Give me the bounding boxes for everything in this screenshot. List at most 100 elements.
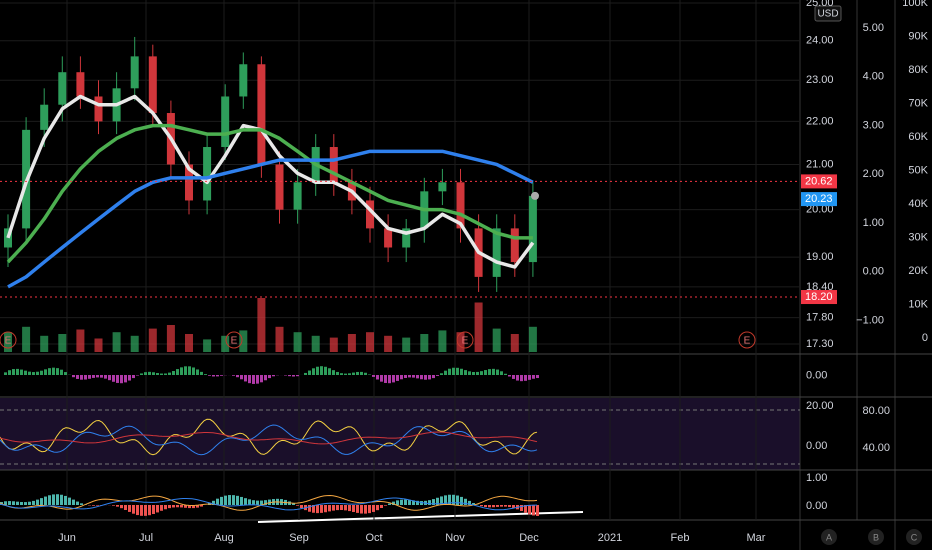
histogram-bar [372, 505, 375, 512]
x-tick-label: Sep [289, 532, 309, 544]
histogram-bar [272, 375, 275, 377]
volume-tick-label: 50K [908, 164, 928, 176]
y2-tick-label: 1.00 [863, 217, 884, 229]
histogram-bar [100, 375, 103, 378]
histogram-bar [76, 501, 79, 505]
earnings-marker [225, 331, 243, 349]
histogram-bar [444, 495, 447, 505]
x-tick-label: Aug [214, 532, 234, 544]
histogram-bar [344, 373, 347, 375]
volume-tick-label: 70K [908, 97, 928, 109]
histogram-bar [308, 370, 311, 375]
histogram-bar [148, 505, 151, 516]
histogram-bar [392, 501, 395, 505]
histogram-bar [260, 375, 263, 383]
candle-body [528, 195, 537, 263]
x-tick-label: Feb [671, 532, 690, 544]
histogram-bar [136, 505, 139, 516]
histogram-bar [12, 369, 15, 375]
histogram-bar [32, 372, 35, 375]
volume-tick-label: 60K [908, 131, 928, 143]
histogram-bar [144, 505, 147, 516]
histogram-bar [180, 367, 183, 375]
oscillator-line [0, 418, 538, 456]
currency: USD [817, 9, 838, 20]
histogram-bar [12, 501, 15, 505]
histogram-bar [488, 369, 491, 375]
volume-bar [275, 326, 284, 352]
histogram-bar [408, 375, 411, 378]
histogram-bar [268, 375, 271, 379]
histogram-bar [168, 372, 171, 375]
candle-body [510, 228, 519, 263]
histogram-bar [352, 372, 355, 375]
button[interactable] [821, 529, 837, 545]
histogram-bar [112, 505, 115, 506]
histogram-bar [172, 371, 175, 375]
button[interactable] [868, 529, 884, 545]
histogram-bar [340, 505, 343, 511]
price-level-label: 20.23 [805, 193, 833, 205]
y-tick-label: 25.00 [806, 0, 834, 9]
y-tick-label: 22.00 [806, 115, 834, 127]
panel-tick-label: 40.00 [862, 442, 890, 454]
volume-bar [366, 332, 374, 352]
histogram-bar [20, 502, 23, 505]
histogram-bar [512, 375, 515, 379]
histogram-bar [356, 371, 359, 375]
volume-bar [438, 330, 447, 352]
histogram-bar [200, 505, 203, 507]
histogram-bar [532, 505, 535, 516]
histogram-bar [292, 503, 295, 505]
histogram-bar [328, 368, 331, 375]
histogram-bar [452, 367, 455, 375]
histogram-bar [388, 375, 391, 384]
histogram-bar [424, 375, 427, 380]
y2-tick-label: −1.00 [856, 314, 884, 326]
y-tick-label: 17.30 [806, 338, 834, 350]
histogram-bar [368, 505, 371, 514]
histogram-bar [428, 500, 431, 505]
histogram-bar [60, 494, 63, 505]
candle-body [221, 96, 230, 148]
histogram-bar [404, 375, 407, 378]
histogram-bar [528, 505, 531, 515]
histogram-bar [444, 370, 447, 375]
candle-body [438, 182, 447, 192]
volume-bar [510, 334, 519, 352]
histogram-bar [180, 505, 183, 508]
histogram-bar [256, 500, 259, 505]
histogram-bar [80, 375, 83, 380]
candle-body [402, 228, 411, 248]
volume-bar [293, 332, 302, 352]
histogram-bar [492, 505, 495, 508]
candle-body [203, 147, 212, 201]
x-tick-label: Nov [445, 532, 465, 544]
histogram-bar [200, 371, 203, 375]
histogram-bar [352, 505, 355, 513]
candle-body [94, 96, 103, 122]
candle-body [185, 164, 193, 201]
histogram-bar [492, 368, 495, 375]
volume-bar [329, 337, 338, 352]
histogram-bar [48, 368, 51, 375]
y-tick-label: 23.00 [806, 74, 834, 86]
histogram-bar [332, 370, 335, 375]
histogram-bar [188, 505, 191, 509]
volume-bar [130, 335, 139, 352]
button[interactable] [906, 529, 922, 545]
histogram-bar [264, 500, 267, 505]
histogram-bar [224, 495, 227, 505]
histogram-bar [472, 503, 475, 505]
histogram-bar [460, 368, 463, 375]
volume-bar [185, 334, 193, 352]
histogram-bar [436, 497, 439, 505]
histogram-bar [64, 495, 67, 505]
histogram-bar [504, 373, 507, 375]
histogram-bar [500, 371, 503, 375]
histogram-bar [56, 494, 59, 505]
histogram-bar [28, 371, 31, 375]
histogram-bar [464, 498, 467, 505]
histogram-bar [468, 371, 471, 375]
histogram-bar [348, 505, 351, 512]
